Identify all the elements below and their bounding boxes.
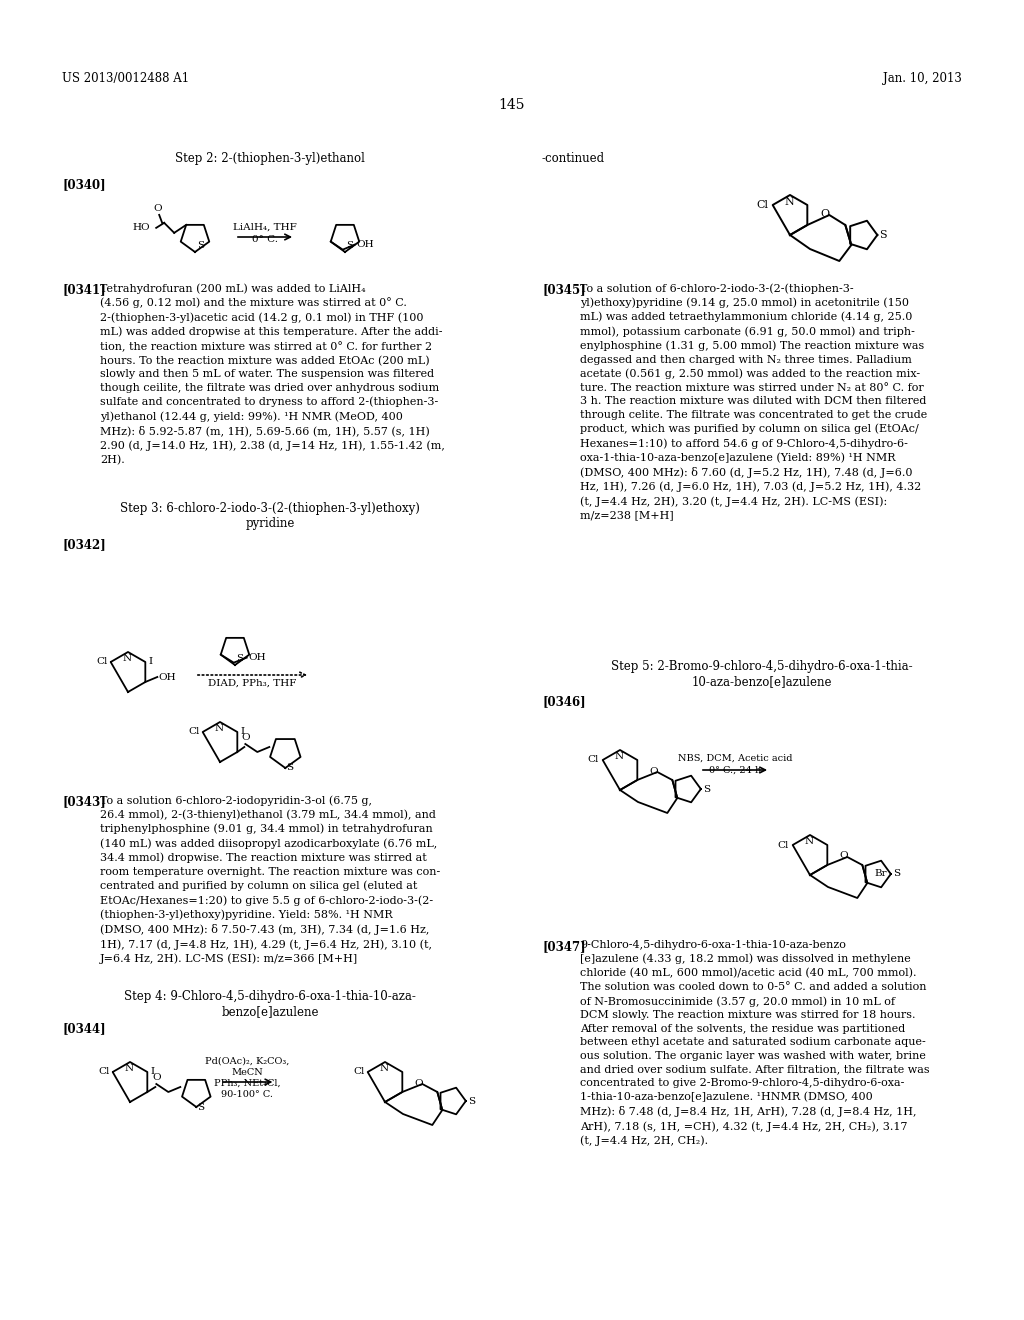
Text: Cl: Cl — [588, 755, 599, 764]
Text: [0342]: [0342] — [62, 539, 105, 550]
Text: N: N — [805, 837, 813, 846]
Text: 10-aza-benzo[e]azulene: 10-aza-benzo[e]azulene — [692, 675, 833, 688]
Text: N: N — [123, 653, 131, 663]
Text: O: O — [415, 1078, 423, 1088]
Text: 0° C.: 0° C. — [252, 235, 278, 244]
Text: [0343]: [0343] — [62, 795, 105, 808]
Text: S: S — [880, 230, 887, 240]
Text: N: N — [784, 197, 794, 207]
Text: [0341]: [0341] — [62, 282, 105, 296]
Text: Cl: Cl — [757, 201, 769, 210]
Text: OH: OH — [159, 672, 176, 681]
Text: N: N — [125, 1064, 133, 1073]
Text: 9-Chloro-4,5-dihydro-6-oxa-1-thia-10-aza-benzo
[e]azulene (4.33 g, 18.2 mmol) wa: 9-Chloro-4,5-dihydro-6-oxa-1-thia-10-aza… — [580, 940, 930, 1146]
Text: [0345]: [0345] — [542, 282, 586, 296]
Text: S: S — [468, 1097, 475, 1106]
Text: pyridine: pyridine — [246, 517, 295, 531]
Text: [0340]: [0340] — [62, 178, 105, 191]
Text: HO: HO — [132, 223, 151, 232]
Text: 145: 145 — [499, 98, 525, 112]
Text: S: S — [197, 242, 204, 249]
Text: DIAD, PPh₃, THF: DIAD, PPh₃, THF — [208, 678, 296, 688]
Text: Cl: Cl — [353, 1068, 365, 1077]
Text: Tetrahydrofuran (200 mL) was added to LiAlH₄
(4.56 g, 0.12 mol) and the mixture : Tetrahydrofuran (200 mL) was added to Li… — [100, 282, 444, 465]
Text: Step 3: 6-chloro-2-iodo-3-(2-(thiophen-3-yl)ethoxy): Step 3: 6-chloro-2-iodo-3-(2-(thiophen-3… — [120, 502, 420, 515]
Text: N: N — [214, 723, 223, 733]
Text: O: O — [154, 203, 163, 213]
Text: To a solution 6-chloro-2-iodopyridin-3-ol (6.75 g,
26.4 mmol), 2-(3-thienyl)etha: To a solution 6-chloro-2-iodopyridin-3-o… — [100, 795, 440, 964]
Text: MeCN: MeCN — [231, 1068, 263, 1077]
Text: Jan. 10, 2013: Jan. 10, 2013 — [883, 73, 962, 84]
Text: OH: OH — [356, 240, 375, 249]
Text: LiAlH₄, THF: LiAlH₄, THF — [233, 223, 297, 232]
Text: I: I — [241, 727, 245, 737]
Text: S: S — [702, 784, 710, 793]
Text: Step 4: 9-Chloro-4,5-dihydro-6-oxa-1-thia-10-aza-: Step 4: 9-Chloro-4,5-dihydro-6-oxa-1-thi… — [124, 990, 416, 1003]
Text: Br: Br — [874, 869, 888, 878]
Text: N: N — [380, 1064, 388, 1073]
Text: I: I — [151, 1068, 155, 1077]
Text: Pd(OAc)₂, K₂CO₃,: Pd(OAc)₂, K₂CO₃, — [205, 1057, 289, 1067]
Text: NBS, DCM, Acetic acid: NBS, DCM, Acetic acid — [678, 754, 793, 763]
Text: -continued: -continued — [542, 152, 605, 165]
Text: Cl: Cl — [98, 1068, 110, 1077]
Text: [0347]: [0347] — [542, 940, 586, 953]
Text: To a solution of 6-chloro-2-iodo-3-(2-(thiophen-3-
yl)ethoxy)pyridine (9.14 g, 2: To a solution of 6-chloro-2-iodo-3-(2-(t… — [580, 282, 928, 520]
Text: US 2013/0012488 A1: US 2013/0012488 A1 — [62, 73, 189, 84]
Text: I: I — [148, 657, 153, 667]
Text: Step 2: 2-(thiophen-3-yl)ethanol: Step 2: 2-(thiophen-3-yl)ethanol — [175, 152, 365, 165]
Text: O: O — [649, 767, 658, 776]
Text: O: O — [152, 1073, 161, 1082]
Text: PPh₃, NEt₄Cl,: PPh₃, NEt₄Cl, — [214, 1078, 281, 1088]
Text: S: S — [287, 763, 294, 772]
Text: 0° C., 24 h: 0° C., 24 h — [709, 766, 761, 775]
Text: Cl: Cl — [96, 657, 108, 667]
Text: S: S — [198, 1102, 205, 1111]
Text: [0346]: [0346] — [542, 696, 586, 708]
Text: OH: OH — [249, 653, 266, 663]
Text: 90-100° C.: 90-100° C. — [221, 1090, 273, 1100]
Text: S: S — [346, 242, 353, 249]
Text: [0344]: [0344] — [62, 1022, 105, 1035]
Text: Cl: Cl — [188, 727, 200, 737]
Text: Step 5: 2-Bromo-9-chloro-4,5-dihydro-6-oxa-1-thia-: Step 5: 2-Bromo-9-chloro-4,5-dihydro-6-o… — [611, 660, 912, 673]
Text: benzo[e]azulene: benzo[e]azulene — [221, 1005, 318, 1018]
Text: Cl: Cl — [777, 841, 788, 850]
Text: O: O — [241, 733, 250, 742]
Text: S: S — [893, 870, 900, 879]
Text: N: N — [614, 752, 624, 762]
Text: S: S — [236, 653, 243, 663]
Text: O: O — [820, 209, 829, 219]
Text: O: O — [840, 851, 848, 861]
